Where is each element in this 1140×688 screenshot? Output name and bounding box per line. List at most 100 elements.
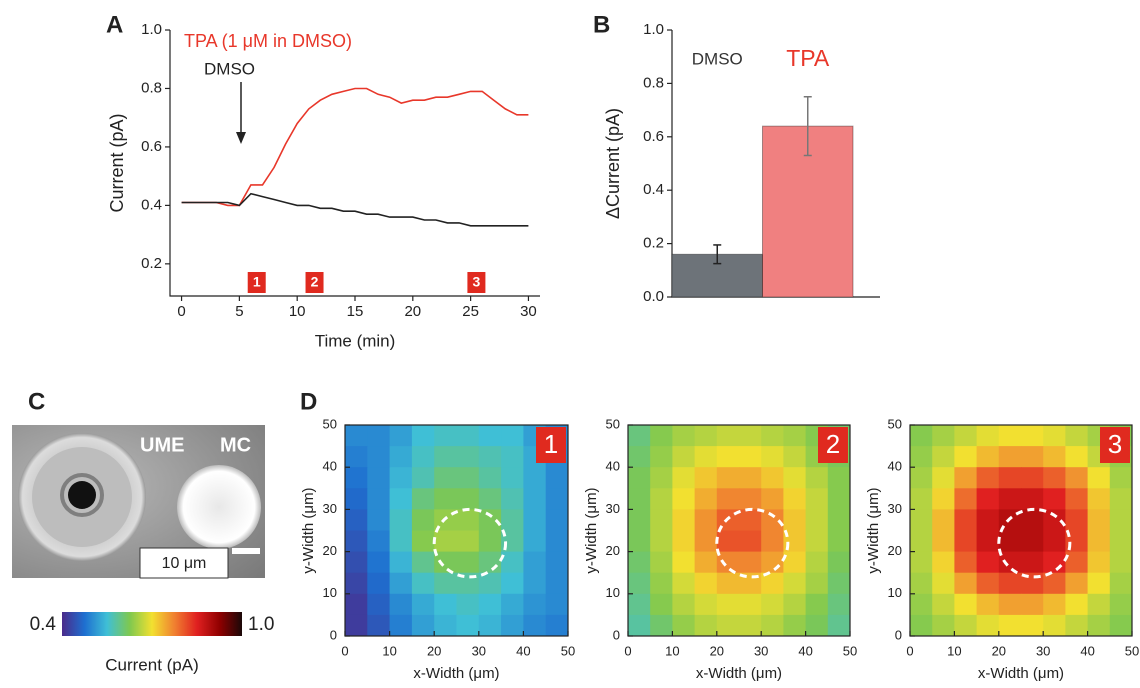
heatmap-cell [1109, 614, 1133, 637]
heatmap-cell [456, 614, 480, 637]
heatmap-cell [932, 572, 955, 595]
heatmap-cell [805, 551, 829, 574]
heatmap-cell [523, 572, 547, 595]
heatmap-cell [389, 467, 413, 489]
heatmap-cell [1043, 614, 1066, 637]
heatmap-cell [523, 530, 547, 553]
heatmap-cell [954, 593, 978, 616]
heatmap-cell [910, 488, 933, 510]
heatmap-cell [783, 467, 807, 489]
heatmap-cell [1043, 488, 1066, 510]
heatmap-cell [523, 614, 547, 637]
heatmap-cell [783, 551, 807, 574]
heatmap-cell [545, 593, 569, 616]
heatmap-cell [1065, 488, 1089, 510]
heatmap-cell [1021, 425, 1044, 447]
heatmap-cell [1043, 425, 1066, 447]
heatmap-cell [628, 572, 651, 595]
x-tick-label: 30 [520, 303, 537, 320]
heatmap-cell [827, 551, 851, 574]
x-tick-label: 10 [665, 643, 679, 658]
heatmap-cell [1021, 509, 1044, 531]
heatmap-cell [345, 425, 368, 447]
heatmap-cell [367, 467, 391, 489]
heatmap-cell [628, 551, 651, 574]
heatmap-cell [628, 425, 651, 447]
heatmap-cell [501, 446, 524, 468]
micrograph [12, 425, 265, 579]
heatmap-cell [501, 614, 524, 637]
x-tick-label: 20 [404, 303, 421, 320]
panel-badge [536, 427, 566, 463]
roi-circle [432, 507, 508, 579]
heatmap-cell [389, 425, 413, 447]
heatmap-cell [932, 530, 955, 553]
error-bar [803, 96, 812, 157]
heatmap-cell [761, 593, 784, 616]
heatmap-cell [345, 572, 368, 595]
heatmap-cell [478, 572, 502, 595]
y-axis-label: ΔCurrent (pA) [603, 108, 623, 219]
heatmap-cell [367, 425, 391, 447]
heatmap-cell [672, 572, 696, 595]
heatmap-cell [456, 467, 480, 489]
heatmap-cell [1087, 572, 1111, 595]
heatmap-cell [389, 551, 413, 574]
heatmap-cell [954, 425, 978, 447]
heatmap-cell [1043, 593, 1066, 616]
heatmap-cell [1021, 614, 1044, 637]
heatmap-cell [694, 488, 718, 510]
heatmap-cell [545, 530, 569, 553]
heatmap-cell [1021, 467, 1044, 489]
heatmap-cell [694, 530, 718, 553]
heatmap-cell [998, 467, 1022, 489]
heatmap-cell [545, 551, 569, 574]
plot-frame [627, 424, 851, 637]
heatmap-cell [739, 593, 762, 616]
heatmap-cell [389, 593, 413, 616]
heatmap-cell [739, 551, 762, 574]
heatmap-cell [345, 446, 368, 468]
x-tick-label: 30 [472, 643, 486, 658]
heatmap-cell [523, 467, 547, 489]
y-tick-label: 0.0 [643, 288, 664, 305]
heatmap-cell [545, 488, 569, 510]
heatmap-cell [1109, 572, 1133, 595]
y-tick-label: 0.8 [643, 74, 664, 91]
heatmap-cell [998, 530, 1022, 553]
heatmap-cell [694, 509, 718, 531]
heatmap-cell [345, 509, 368, 531]
heatmap-cell [672, 509, 696, 531]
heatmap-cell [650, 446, 673, 468]
heatmap-cell [628, 614, 651, 637]
heatmap-cell [1065, 551, 1089, 574]
heatmap-cell [411, 446, 435, 468]
heatmap-cell [761, 467, 784, 489]
heatmap-cell [478, 551, 502, 574]
heatmap-cell [998, 446, 1022, 468]
heatmap-cell [628, 593, 651, 616]
panel-label: C [28, 388, 45, 415]
heatmap-cell [411, 551, 435, 574]
heatmap-cell [1087, 593, 1111, 616]
y-tick-label: 0 [895, 627, 902, 642]
time-marker-label: 2 [311, 274, 319, 290]
heatmap-cell [761, 488, 784, 510]
time-marker-label: 1 [253, 274, 261, 290]
heatmap-cell [739, 509, 762, 531]
heatmap-cell [434, 425, 457, 447]
heatmap-cell [1065, 425, 1089, 447]
x-tick-label: 20 [992, 643, 1006, 658]
time-marker-label: 3 [473, 274, 481, 290]
y-tick-label: 0 [613, 627, 620, 642]
heatmap-cell [805, 572, 829, 595]
y-tick-label: 0.8 [141, 79, 162, 96]
heatmap-cell [998, 425, 1022, 447]
heatmap-cell [910, 572, 933, 595]
heatmap-cell [783, 614, 807, 637]
x-tick-label: 30 [754, 643, 768, 658]
heatmap-cell [1065, 572, 1089, 595]
heatmap-cell [1021, 551, 1044, 574]
heatmap-cell [501, 593, 524, 616]
heatmap-cell [998, 551, 1022, 574]
